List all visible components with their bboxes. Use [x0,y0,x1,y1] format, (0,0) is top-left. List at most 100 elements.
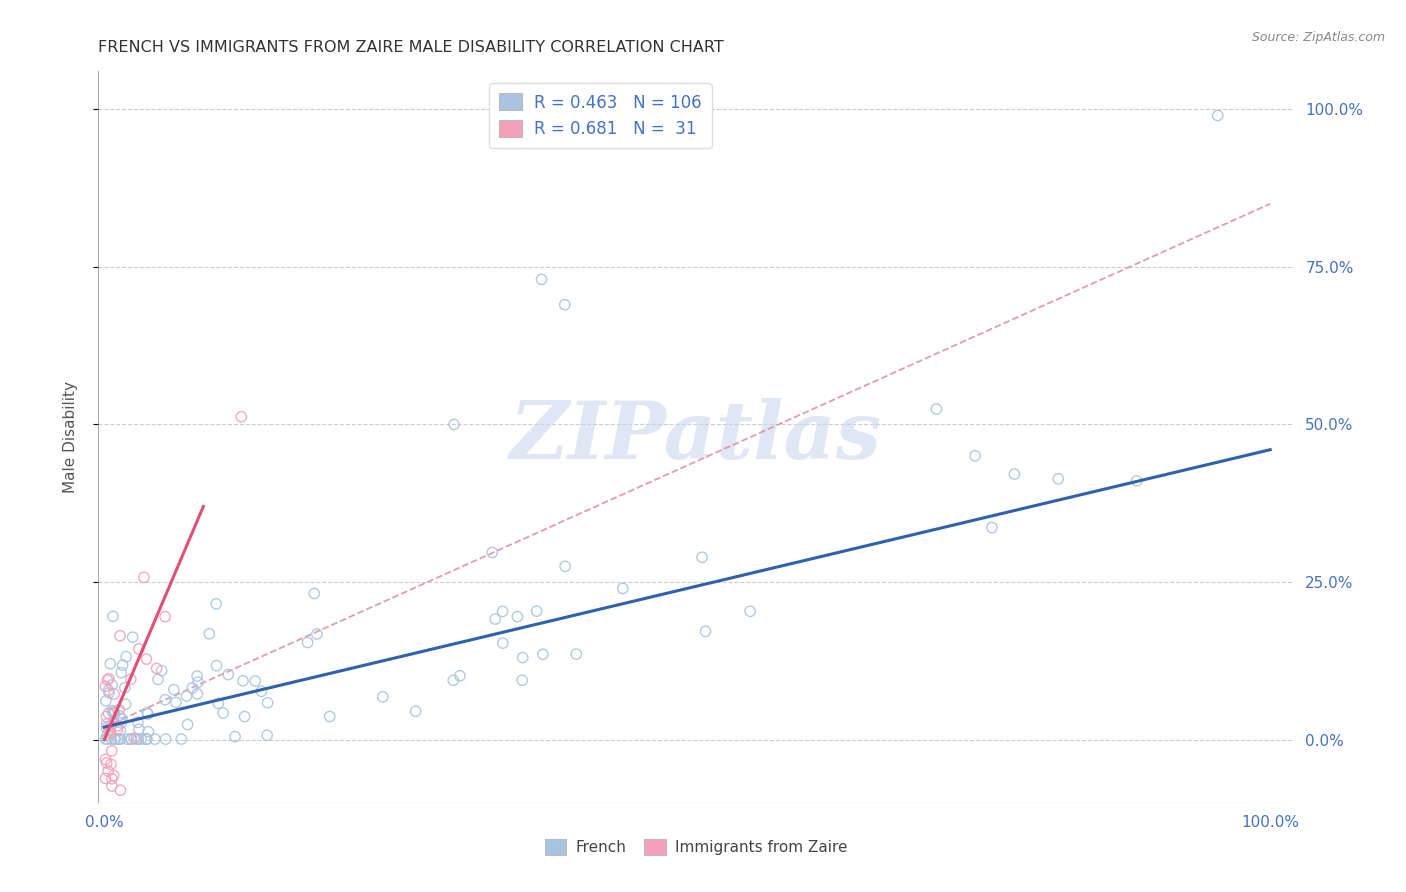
Point [110,715,132,730]
Point [212,706,235,720]
Point [114,681,136,695]
Point [96,728,118,742]
Point [103,705,125,719]
Point [127,732,149,747]
Point [128,723,150,737]
Point [224,730,246,744]
Point [965,449,987,463]
Point [207,697,229,711]
Point [165,695,187,709]
Point [98,723,121,738]
Point [145,661,167,675]
Point [125,732,148,747]
Point [150,664,173,678]
Point [510,673,533,688]
Point [530,272,553,286]
Point [108,703,131,717]
Point [526,604,548,618]
Point [107,719,129,733]
Point [371,690,394,704]
Point [695,624,717,639]
Point [136,707,159,722]
Point [512,650,534,665]
Point [108,732,131,747]
Point [1047,472,1070,486]
Point [98,657,121,671]
Point [108,629,131,643]
Point [481,545,503,559]
Point [101,704,124,718]
Text: Source: ZipAtlas.com: Source: ZipAtlas.com [1251,31,1385,45]
Point [111,658,134,673]
Point [612,582,634,596]
Legend: French, Immigrants from Zaire: French, Immigrants from Zaire [538,833,853,861]
Point [205,658,228,673]
Point [97,683,120,698]
Point [129,732,152,747]
Point [170,732,193,747]
Point [176,689,198,703]
Point [245,673,267,688]
Point [97,672,120,686]
Point [128,642,150,657]
Point [101,772,124,786]
Point [1206,108,1229,122]
Point [97,706,120,721]
Point [491,604,513,618]
Point [100,719,122,733]
Point [492,636,515,650]
Point [405,704,427,718]
Point [305,627,328,641]
Point [101,609,124,624]
Point [136,706,159,720]
Point [103,768,125,782]
Point [110,723,132,738]
Point [103,706,125,721]
Point [484,612,506,626]
Point [153,609,176,624]
Point [250,684,273,698]
Point [143,732,166,747]
Point [94,772,117,786]
Point [176,717,198,731]
Point [146,673,169,687]
Point [256,696,278,710]
Point [96,756,118,770]
Point [110,732,132,747]
Point [163,682,186,697]
Point [217,667,239,681]
Point [135,732,157,747]
Point [100,757,122,772]
Point [103,687,125,701]
Point [441,673,464,688]
Point [115,732,138,747]
Text: ZIPatlas: ZIPatlas [510,399,882,475]
Point [94,732,117,747]
Point [96,717,118,731]
Point [94,694,117,708]
Point [103,732,125,747]
Point [740,604,762,618]
Point [96,732,118,747]
Point [1125,474,1147,488]
Point [101,678,124,692]
Point [115,649,138,664]
Point [127,715,149,730]
Point [122,731,145,746]
Point [198,626,221,640]
Point [155,732,177,747]
Point [256,728,278,742]
Point [531,648,554,662]
Point [101,779,124,793]
Point [187,675,209,690]
Point [925,402,948,417]
Point [231,409,253,424]
Point [104,706,127,721]
Point [114,698,136,712]
Point [103,714,125,729]
Point [554,298,576,312]
Point [110,783,132,797]
Point [554,559,576,574]
Point [1004,467,1026,481]
Text: FRENCH VS IMMIGRANTS FROM ZAIRE MALE DISABILITY CORRELATION CHART: FRENCH VS IMMIGRANTS FROM ZAIRE MALE DIS… [98,40,724,55]
